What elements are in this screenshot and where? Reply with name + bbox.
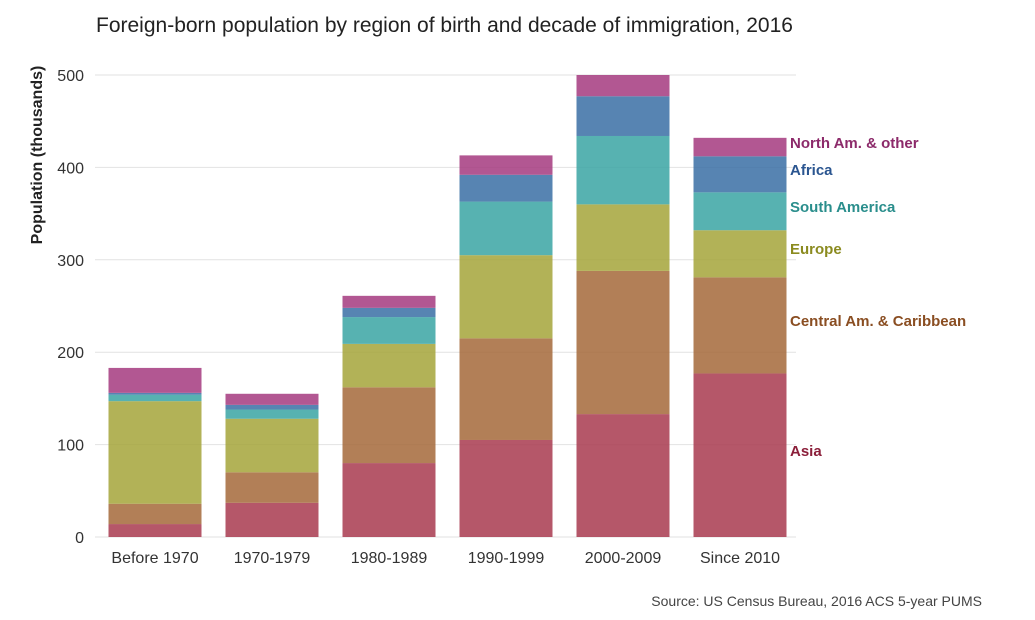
x-axis-ticks: Before 1970 1970-1979 1980-1989 1990-1999 20…	[111, 550, 780, 567]
bar-segment	[108, 503, 202, 525]
bar-segment	[342, 317, 436, 344]
y-tick-label: 300	[57, 253, 84, 270]
bar-segment	[693, 230, 787, 278]
bar-segment	[576, 270, 670, 415]
bar-segment	[576, 96, 670, 136]
series-label: Europe	[790, 241, 842, 258]
series-labels: Asia Central Am. & Caribbean Europe South A…	[790, 135, 966, 460]
bar-segment	[576, 204, 670, 271]
bar-segment	[693, 277, 787, 374]
bar-segment	[693, 156, 787, 193]
bar-segment	[225, 404, 319, 410]
gridlines	[95, 74, 796, 538]
series-label: North Am. & other	[790, 135, 919, 152]
bar-segment	[108, 367, 202, 393]
series-label: Central Am. & Caribbean	[790, 313, 966, 330]
bars	[108, 75, 787, 537]
bar-segment	[459, 155, 553, 175]
bar-segment	[459, 201, 553, 256]
bar-segment	[342, 307, 436, 318]
bar-segment	[576, 135, 670, 205]
bar-segment	[576, 75, 670, 97]
bar-segment	[225, 418, 319, 473]
bar-segment	[459, 174, 553, 202]
y-tick-label: 500	[57, 68, 84, 85]
bar-segment	[693, 137, 787, 157]
y-axis-label: Population (thousands)	[29, 66, 46, 245]
bar-segment	[693, 373, 787, 537]
y-axis-ticks: 0 100 200 300 400 500	[57, 68, 84, 547]
bar-segment	[108, 401, 202, 504]
bar-segment	[459, 338, 553, 440]
bar-segment	[342, 463, 436, 537]
chart-title: Foreign-born population by region of bir…	[96, 14, 793, 37]
bar-segment	[576, 414, 670, 537]
series-label: South America	[790, 199, 896, 216]
series-label: Africa	[790, 162, 833, 179]
x-tick-label: 2000-2009	[585, 550, 662, 567]
bar-segment	[693, 192, 787, 231]
y-tick-label: 0	[75, 530, 84, 547]
x-tick-label: 1980-1989	[351, 550, 428, 567]
x-tick-label: 1970-1979	[234, 550, 311, 567]
x-tick-label: Before 1970	[111, 550, 198, 567]
y-tick-label: 200	[57, 345, 84, 362]
bar-segment	[225, 393, 319, 405]
bar-segment	[225, 502, 319, 537]
y-tick-label: 400	[57, 160, 84, 177]
bar-segment	[108, 524, 202, 537]
source-note: Source: US Census Bureau, 2016 ACS 5-yea…	[651, 593, 982, 609]
series-label: Asia	[790, 443, 822, 460]
x-tick-label: 1990-1999	[468, 550, 545, 567]
bar-segment	[342, 295, 436, 308]
bar-segment	[108, 392, 202, 395]
y-tick-label: 100	[57, 438, 84, 455]
bar-segment	[459, 439, 553, 537]
bar-segment	[225, 409, 319, 419]
bar-segment	[225, 472, 319, 503]
bar-segment	[459, 255, 553, 339]
bar-segment	[342, 387, 436, 464]
bar-segment	[108, 394, 202, 402]
bar-segment	[342, 343, 436, 388]
x-tick-label: Since 2010	[700, 550, 780, 567]
